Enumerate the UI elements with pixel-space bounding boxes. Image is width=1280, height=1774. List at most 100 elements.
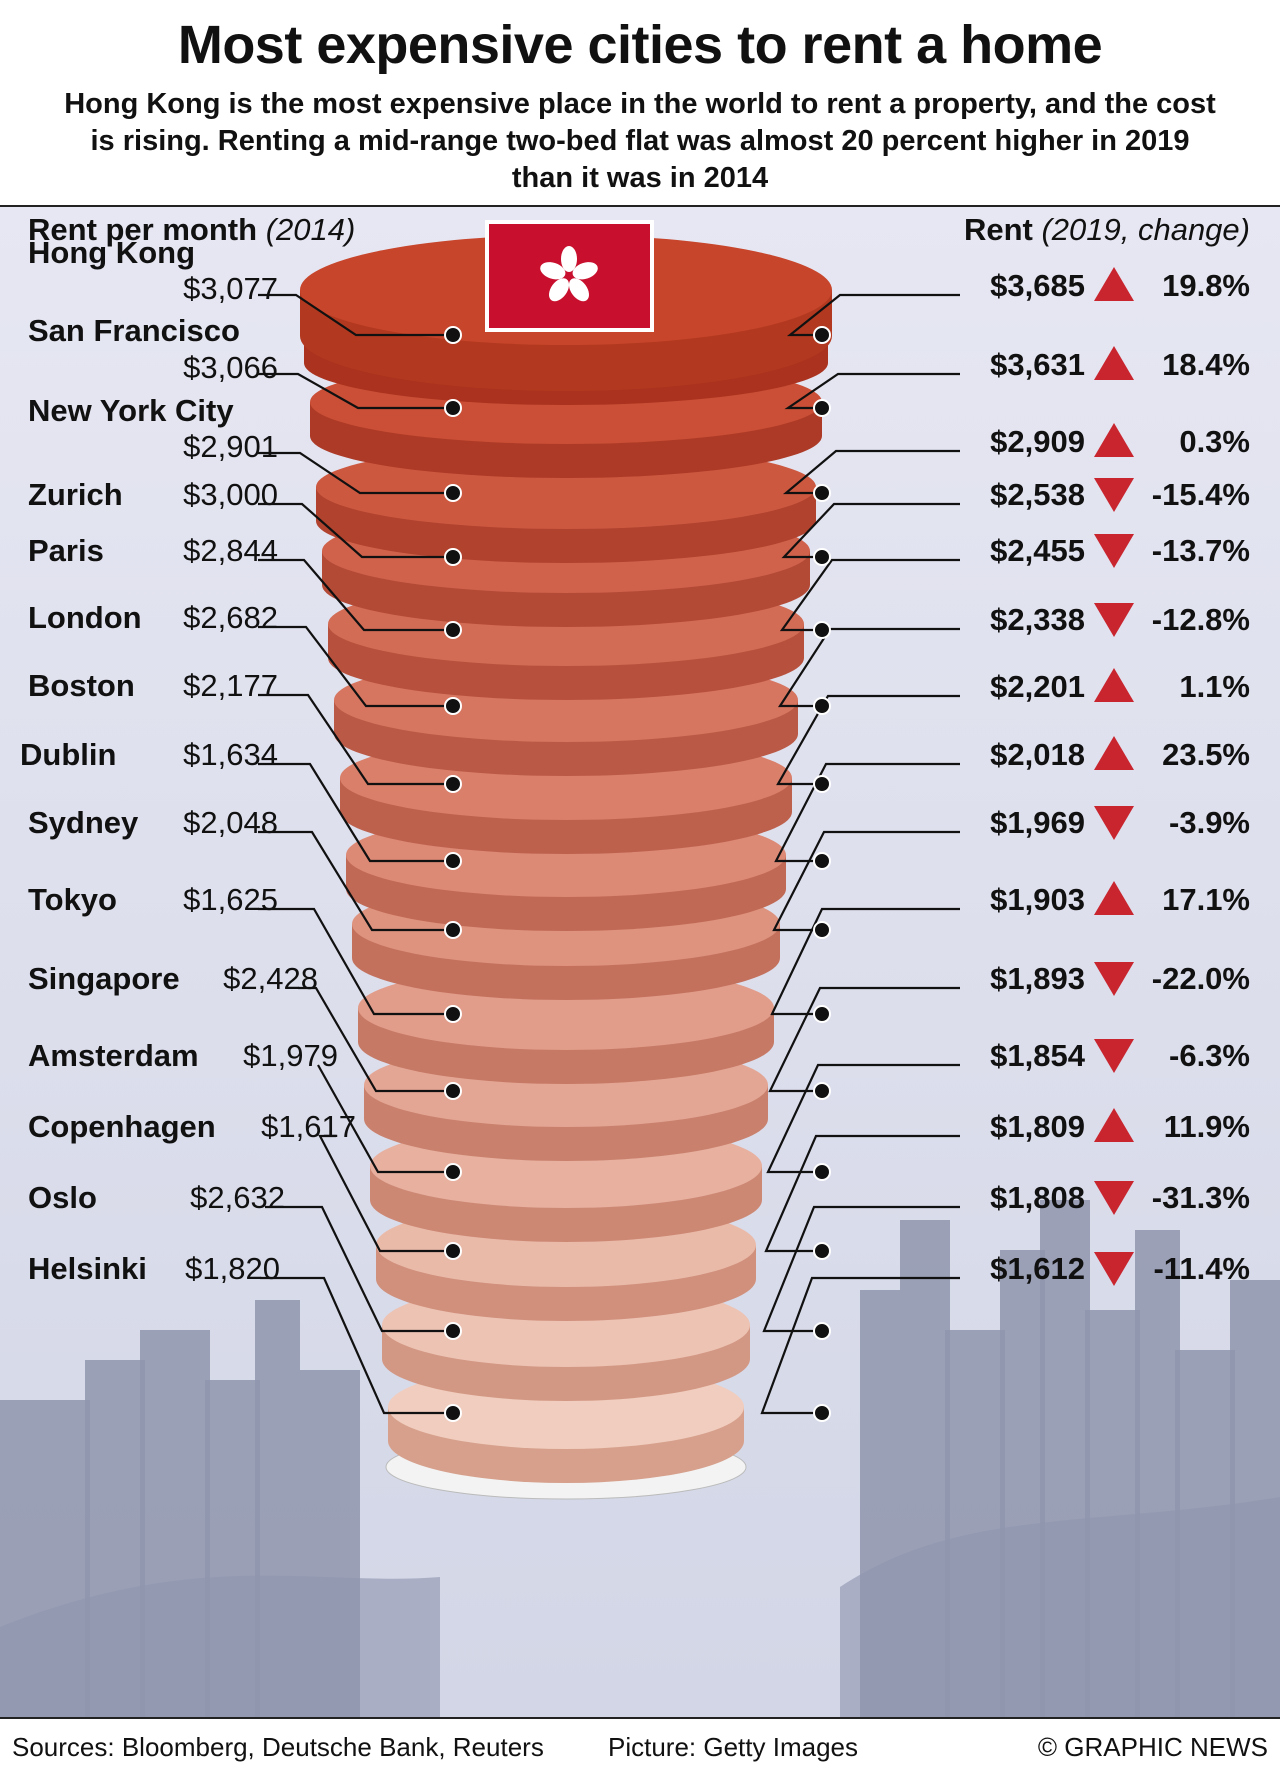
rent-2014: $2,901 [183, 429, 278, 464]
dot-2014 [444, 484, 462, 502]
change-percent: -12.8% [1151, 602, 1250, 637]
change-percent: 18.4% [1162, 347, 1250, 382]
building [1230, 1280, 1280, 1717]
dot-2019 [813, 852, 831, 870]
rent-2014: $2,177 [183, 668, 278, 703]
leader-lines [258, 293, 960, 1415]
dot-2014 [444, 1322, 462, 1340]
rent-2014: $3,066 [183, 350, 278, 385]
building [255, 1300, 300, 1717]
rent-2014: $2,428 [223, 961, 318, 996]
city-name: Zurich [28, 477, 123, 512]
rent-2014: $2,048 [183, 805, 278, 840]
footer: Sources: Bloomberg, Deutsche Bank, Reute… [0, 1717, 1280, 1774]
leader-line-2014 [258, 451, 453, 495]
rent-2019: $1,854 [990, 1038, 1085, 1073]
flag-field [485, 220, 654, 332]
dot-2019 [813, 548, 831, 566]
change-percent: 17.1% [1162, 882, 1250, 917]
up-arrow-icon [1094, 736, 1134, 770]
leader-line-2019 [781, 502, 960, 559]
dot-2019 [813, 697, 831, 715]
dot-2019 [813, 1404, 831, 1422]
down-arrow-icon [1094, 962, 1134, 996]
city-name: Boston [28, 668, 135, 703]
building [205, 1380, 260, 1717]
up-arrow-icon [1094, 267, 1134, 301]
city-name: Sydney [28, 805, 139, 840]
right-header-note: (2019, change) [1041, 212, 1250, 247]
chart-panel [0, 207, 1280, 1717]
city-name: San Francisco [28, 313, 240, 348]
building [1135, 1230, 1180, 1717]
dot-2014 [444, 1082, 462, 1100]
rent-2019: $1,612 [990, 1251, 1085, 1286]
leader-line-2019 [786, 293, 960, 337]
dot-2019 [813, 1163, 831, 1181]
city-name: Paris [28, 533, 104, 568]
skyline-background [0, 1200, 1280, 1717]
down-arrow-icon [1094, 1252, 1134, 1286]
city-name: Dublin [20, 737, 117, 772]
rent-2014: $2,682 [183, 600, 278, 635]
down-arrow-icon [1094, 806, 1134, 840]
leader-line-2019 [772, 830, 960, 932]
title-area: Most expensive cities to rent a home Hon… [0, 0, 1280, 207]
dot-2014 [444, 1163, 462, 1181]
leader-line-2019 [776, 694, 960, 786]
left-header-label: Rent per month [28, 212, 258, 247]
change-percent: 19.8% [1162, 268, 1250, 303]
bauhinia-petal [572, 262, 598, 280]
dot-2019 [813, 1322, 831, 1340]
down-arrow-icon [1094, 1039, 1134, 1073]
leader-line-2014 [298, 986, 453, 1093]
change-percent: 11.9% [1163, 1109, 1250, 1144]
building [1175, 1350, 1235, 1717]
leader-line-2019 [766, 1063, 960, 1174]
bauhinia-petal [561, 246, 577, 272]
rent-2014: $1,979 [243, 1038, 338, 1073]
rent-2019: $1,969 [990, 805, 1085, 840]
dot-2019 [813, 484, 831, 502]
leader-line-2019 [768, 986, 960, 1093]
building [300, 1370, 360, 1717]
down-arrow-icon [1094, 478, 1134, 512]
rent-2019: $2,018 [990, 737, 1085, 772]
leader-line-2014 [260, 1276, 453, 1415]
dot-2014 [444, 1005, 462, 1023]
change-percent: 1.1% [1179, 669, 1250, 704]
city-name: Oslo [28, 1180, 97, 1215]
city-name: Helsinki [28, 1251, 147, 1286]
city-name: London [28, 600, 142, 635]
dot-2014 [444, 921, 462, 939]
dot-2014 [444, 548, 462, 566]
leader-line-2014 [317, 1064, 453, 1174]
rent-2014: $3,000 [183, 477, 278, 512]
subtitle: Hong Kong is the most expensive place in… [64, 88, 1216, 194]
dot-2014 [444, 399, 462, 417]
rent-2019: $1,808 [990, 1180, 1085, 1215]
building [860, 1290, 900, 1717]
bauhinia-petal [540, 262, 566, 280]
leader-line-2019 [760, 1276, 960, 1415]
rent-2019: $2,338 [990, 602, 1085, 637]
change-percent: 23.5% [1162, 737, 1250, 772]
leader-line-2014 [258, 558, 453, 632]
change-percent: 0.3% [1179, 424, 1250, 459]
leader-line-2019 [779, 558, 960, 632]
rent-2014: $1,634 [183, 737, 278, 772]
leader-line-2014 [258, 625, 453, 708]
up-arrow-icon [1094, 346, 1134, 380]
city-name: Tokyo [28, 882, 117, 917]
dot-2014 [444, 621, 462, 639]
rent-2014: $1,820 [185, 1251, 280, 1286]
leader-line-2019 [774, 762, 960, 863]
page-title: Most expensive cities to rent a home [177, 15, 1103, 75]
dot-2019 [813, 621, 831, 639]
dot-2019 [813, 326, 831, 344]
rent-2019: $1,893 [990, 961, 1085, 996]
leader-line-2019 [770, 907, 960, 1016]
building [900, 1220, 950, 1717]
leader-line-2019 [784, 372, 960, 410]
city-name: New York City [28, 393, 234, 428]
